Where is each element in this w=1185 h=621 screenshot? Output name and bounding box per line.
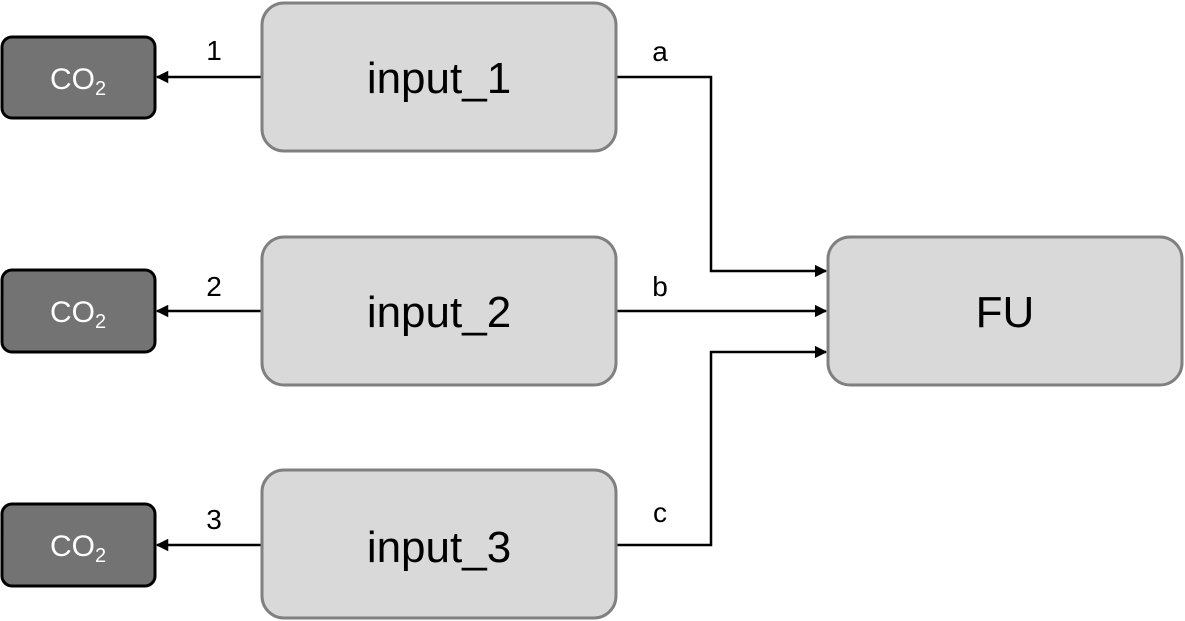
emission-edge-label-2: 2 [206, 271, 222, 302]
input-node-label: input_1 [367, 54, 511, 103]
input-node-label: input_3 [367, 523, 511, 572]
input-node-1: input_1 [260, 1, 618, 153]
co2-node-label: CO2 [50, 63, 106, 100]
input-node-2: input_2 [260, 235, 618, 387]
flow-edge-label-a: a [652, 36, 668, 67]
emission-edge-label-1: 1 [206, 35, 222, 66]
flow-edge-label-b: b [652, 271, 668, 302]
input-node-3: input_3 [260, 468, 618, 620]
co2-node-2: CO2 [0, 268, 157, 354]
fu-node: FU [826, 235, 1184, 387]
co2-node-1: CO2 [0, 35, 157, 120]
flow-edge-label-c: c [653, 497, 667, 528]
co2-node-label: CO2 [50, 530, 106, 567]
flow-arrow-a [616, 75, 828, 278]
co2-node-3: CO2 [0, 502, 157, 588]
co2-node-label: CO2 [50, 296, 106, 333]
input-node-label: input_2 [367, 288, 511, 337]
fu-node-label: FU [976, 288, 1035, 337]
emission-edge-label-3: 3 [206, 504, 222, 535]
flow-arrow-c [616, 345, 828, 547]
